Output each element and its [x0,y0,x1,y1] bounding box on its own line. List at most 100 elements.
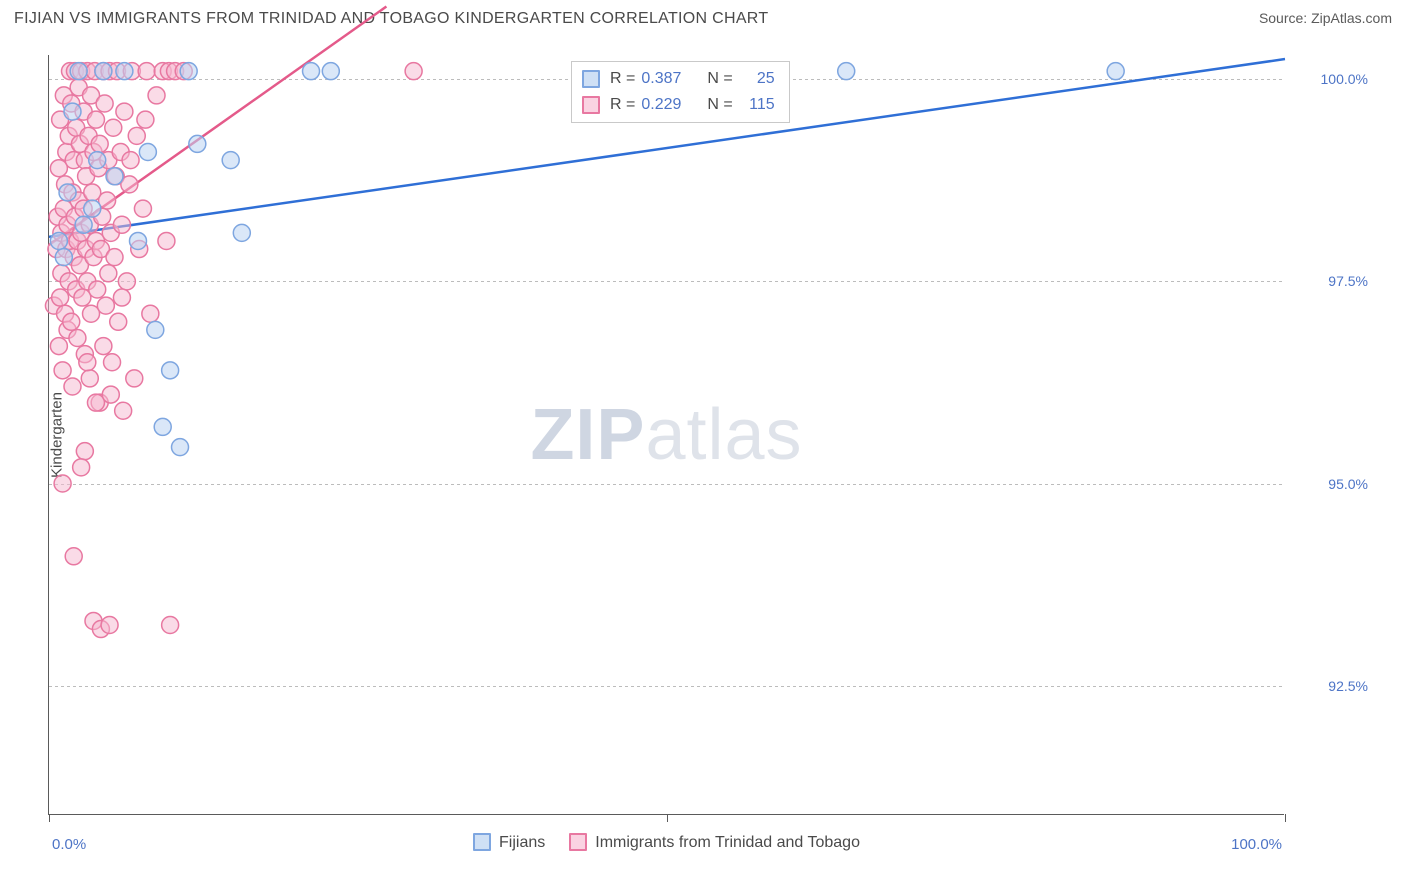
scatter-point [104,354,121,371]
scatter-point [76,443,93,460]
scatter-point [95,338,112,355]
legend-r-label-1: R = [610,92,635,118]
scatter-point [129,232,146,249]
scatter-point [158,232,175,249]
scatter-point [128,127,145,144]
scatter-point [79,354,96,371]
scatter-point [113,289,130,306]
scatter-point [405,63,422,80]
legend-swatch-1 [582,96,600,114]
scatter-point [70,63,87,80]
scatter-point [110,313,127,330]
legend-row-1: R = 0.229 N = 115 [582,92,775,118]
scatter-point [116,63,133,80]
scatter-point [122,152,139,169]
scatter-point [102,386,119,403]
scatter-point [100,265,117,282]
x-label-right: 100.0% [1231,836,1282,853]
legend-swatch-0 [582,70,600,88]
legend-n-label-0: N = [707,66,732,92]
scatter-point [89,152,106,169]
legend-r-label-0: R = [610,66,635,92]
y-tick-label: 92.5% [1296,678,1368,694]
scatter-point [64,378,81,395]
scatter-point [154,418,171,435]
scatter-point [59,184,76,201]
scatter-point [69,329,86,346]
scatter-point [142,305,159,322]
bottom-legend-item-1: Immigrants from Trinidad and Tobago [569,833,860,852]
plot-wrap: Kindergarten ZIPatlas R = 0.387 N = 25 R… [48,55,1368,815]
scatter-point [115,402,132,419]
bottom-legend-label-0: Fijians [499,834,545,851]
scatter-point [97,297,114,314]
legend-n-value-1: 115 [739,92,775,118]
scatter-point [50,232,67,249]
scatter-point [116,103,133,120]
scatter-point [139,144,156,161]
x-tick [1285,814,1286,822]
scatter-point [148,87,165,104]
scatter-point [134,200,151,217]
scatter-point [64,103,81,120]
bottom-legend-swatch-1 [569,833,587,851]
legend-box: R = 0.387 N = 25 R = 0.229 N = 115 [571,61,790,123]
scatter-point [52,289,69,306]
source: Source: ZipAtlas.com [1259,10,1392,26]
scatter-point [222,152,239,169]
scatter-point [55,249,72,266]
scatter-point [180,63,197,80]
scatter-point [303,63,320,80]
scatter-point [105,119,122,136]
scatter-point [63,313,80,330]
plot-area: ZIPatlas R = 0.387 N = 25 R = 0.229 N = … [48,55,1284,815]
scatter-point [87,111,104,128]
legend-n-label-1: N = [707,92,732,118]
scatter-point [838,63,855,80]
y-tick-label: 95.0% [1296,476,1368,492]
x-label-left: 0.0% [52,836,86,853]
scatter-point [95,63,112,80]
scatter-point [106,168,123,185]
scatter-point [91,135,108,152]
legend-r-value-1: 0.229 [641,92,693,118]
bottom-legend: Fijians Immigrants from Trinidad and Tob… [49,833,1284,852]
scatter-point [54,362,71,379]
scatter-point [81,370,98,387]
scatter-point [1107,63,1124,80]
scatter-point [322,63,339,80]
scatter-point [84,200,101,217]
scatter-point [113,216,130,233]
scatter-point [65,548,82,565]
bottom-legend-label-1: Immigrants from Trinidad and Tobago [595,834,860,851]
header: FIJIAN VS IMMIGRANTS FROM TRINIDAD AND T… [0,0,1406,28]
scatter-point [96,95,113,112]
scatter-point [101,617,118,634]
x-tick [49,814,50,822]
scatter-point [50,338,67,355]
source-link[interactable]: ZipAtlas.com [1311,10,1392,26]
scatter-point [147,321,164,338]
scatter-point [189,135,206,152]
scatter-point [75,216,92,233]
bottom-legend-item-0: Fijians [473,833,545,852]
scatter-point [73,459,90,476]
scatter-point [89,281,106,298]
scatter-point [162,617,179,634]
scatter-point [138,63,155,80]
source-prefix: Source: [1259,10,1311,26]
y-tick-label: 97.5% [1296,273,1368,289]
scatter-point [233,224,250,241]
chart-title: FIJIAN VS IMMIGRANTS FROM TRINIDAD AND T… [14,10,768,28]
legend-n-value-0: 25 [739,66,775,92]
scatter-points [49,55,1285,815]
scatter-point [137,111,154,128]
legend-row-0: R = 0.387 N = 25 [582,66,775,92]
bottom-legend-swatch-0 [473,833,491,851]
scatter-point [54,475,71,492]
scatter-point [118,273,135,290]
x-tick [667,814,668,822]
legend-r-value-0: 0.387 [641,66,693,92]
y-tick-label: 100.0% [1296,71,1368,87]
scatter-point [172,439,189,456]
